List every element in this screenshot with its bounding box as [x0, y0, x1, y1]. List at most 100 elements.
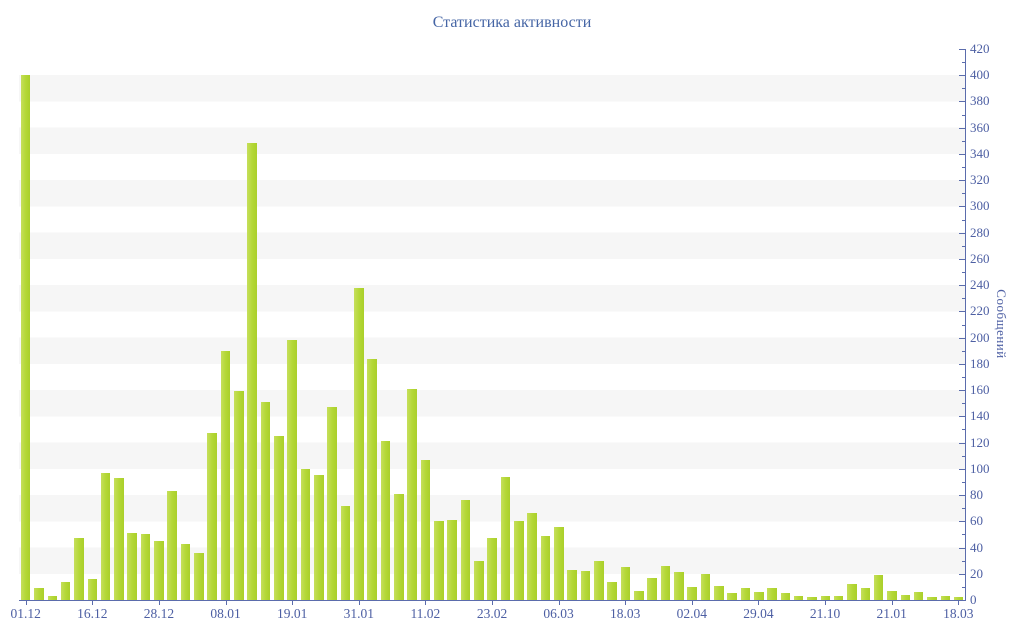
bar-slot — [565, 49, 578, 600]
bar[interactable] — [753, 592, 764, 600]
bar[interactable] — [154, 540, 164, 600]
bar[interactable] — [207, 433, 218, 600]
bar[interactable] — [60, 581, 71, 600]
bar[interactable] — [927, 597, 937, 600]
bar[interactable] — [287, 340, 298, 600]
bar[interactable] — [793, 596, 804, 600]
y-tick-label: 200 — [970, 329, 990, 345]
bar[interactable] — [687, 586, 697, 600]
x-tick-label: 08.01 — [210, 606, 241, 621]
bar[interactable] — [607, 581, 617, 600]
x-tick-label: 06.03 — [543, 606, 574, 621]
bar-slot — [326, 49, 339, 600]
bar[interactable] — [873, 575, 884, 600]
bar[interactable] — [593, 560, 604, 600]
bar[interactable] — [127, 533, 138, 600]
bar[interactable] — [713, 585, 724, 600]
bar[interactable] — [540, 535, 551, 600]
bar[interactable] — [673, 572, 684, 600]
bar-slot — [219, 49, 232, 600]
bar-slot — [592, 49, 605, 600]
y-major-tick — [959, 442, 966, 444]
bar[interactable] — [833, 596, 844, 600]
x-tick-label: 02.04 — [676, 606, 708, 621]
bar[interactable] — [780, 593, 791, 600]
bar[interactable] — [234, 391, 244, 600]
bar[interactable] — [487, 538, 497, 600]
bar[interactable] — [354, 287, 364, 600]
bar[interactable] — [260, 401, 271, 600]
y-major-tick — [959, 416, 966, 418]
bar-slot — [552, 49, 565, 600]
x-tick — [958, 600, 960, 605]
bar[interactable] — [114, 478, 124, 600]
bar[interactable] — [460, 500, 471, 600]
bar[interactable] — [820, 596, 831, 600]
bar[interactable] — [767, 588, 777, 600]
bar[interactable] — [527, 513, 537, 600]
bar[interactable] — [34, 588, 44, 600]
y-major-tick — [959, 258, 966, 260]
bar[interactable] — [647, 577, 657, 600]
bar[interactable] — [180, 543, 191, 600]
bar[interactable] — [740, 588, 751, 600]
bar[interactable] — [74, 538, 84, 600]
y-major-tick — [959, 180, 966, 182]
bar[interactable] — [940, 596, 951, 600]
y-major-tick — [959, 311, 966, 313]
bar[interactable] — [274, 436, 284, 600]
bar[interactable] — [633, 590, 644, 600]
bar[interactable] — [553, 526, 564, 600]
bar[interactable] — [314, 475, 324, 600]
bar[interactable] — [380, 441, 391, 600]
bar[interactable] — [340, 505, 351, 600]
bar[interactable] — [727, 593, 737, 600]
bar[interactable] — [247, 143, 258, 600]
bar[interactable] — [167, 491, 178, 600]
y-major-tick — [959, 49, 966, 50]
bar[interactable] — [953, 597, 964, 600]
bar[interactable] — [913, 592, 924, 600]
bar-slot — [632, 49, 645, 600]
bar[interactable] — [580, 571, 591, 600]
bar[interactable] — [660, 565, 671, 600]
y-tick-label: 160 — [970, 382, 990, 398]
bar[interactable] — [394, 493, 404, 600]
bar[interactable] — [220, 350, 231, 600]
bar[interactable] — [47, 596, 58, 600]
bar[interactable] — [447, 519, 457, 600]
bar[interactable] — [887, 590, 897, 600]
x-tick-label: 21.01 — [876, 606, 907, 621]
bar-slot — [845, 49, 858, 600]
bar[interactable] — [620, 567, 631, 600]
bar[interactable] — [700, 573, 711, 600]
bar[interactable] — [900, 594, 911, 600]
bar[interactable] — [100, 472, 111, 600]
bar[interactable] — [860, 588, 871, 600]
bar[interactable] — [847, 584, 857, 600]
bar[interactable] — [567, 569, 577, 600]
bar-slot — [512, 49, 525, 600]
bar-slot — [432, 49, 445, 600]
bar-slot — [339, 49, 352, 600]
bar[interactable] — [367, 358, 377, 600]
bar[interactable] — [327, 407, 337, 600]
bar[interactable] — [434, 521, 444, 600]
bar[interactable] — [194, 552, 204, 600]
y-major-tick — [959, 468, 966, 470]
bar[interactable] — [407, 388, 417, 600]
bar[interactable] — [87, 579, 98, 600]
y-tick-label: 60 — [970, 513, 983, 529]
bar[interactable] — [500, 476, 511, 600]
bar[interactable] — [300, 468, 311, 600]
bar[interactable] — [474, 560, 484, 600]
bar[interactable] — [20, 75, 31, 600]
bar-slot — [272, 49, 285, 600]
bar[interactable] — [140, 534, 151, 600]
bar[interactable] — [807, 597, 817, 600]
bar[interactable] — [420, 459, 431, 600]
bar[interactable] — [514, 521, 524, 600]
bar-slot — [925, 49, 938, 600]
bar-slot — [312, 49, 325, 600]
bar-slot — [805, 49, 818, 600]
